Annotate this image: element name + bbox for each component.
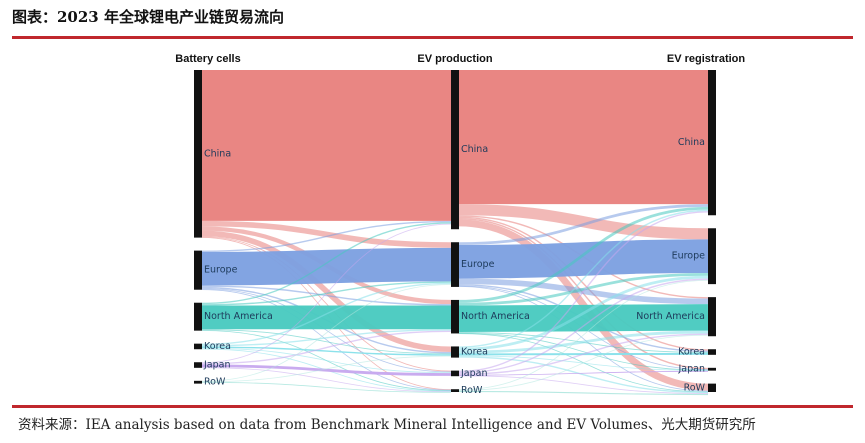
link-europe-to-na-stage1	[201, 285, 452, 306]
node-europe-col1	[194, 250, 202, 290]
node-label-europe-col2: Europe	[461, 259, 495, 270]
link-europe-to-row-stage1	[201, 289, 452, 391]
link-japan-to-row-stage1	[201, 367, 452, 393]
column-headers: Battery cells EV production EV registratio…	[175, 53, 745, 65]
source-note: 资料来源：IEA analysis based on data from Ben…	[18, 417, 756, 433]
link-china-to-japan-stage1	[201, 236, 452, 372]
link-na-to-china-stage1	[201, 222, 452, 305]
link-japan-to-japan-stage1	[201, 364, 452, 376]
node-label-china-col1: China	[204, 148, 231, 159]
node-na-col1	[194, 302, 202, 331]
node-row-col3	[708, 383, 716, 392]
link-na-to-china-stage2	[458, 206, 709, 303]
link-europe-to-europe-stage2	[458, 239, 709, 279]
link-korea-to-korea-stage1	[201, 346, 452, 356]
link-china-to-korea-stage2	[458, 216, 709, 351]
link-europe-to-europe-stage1	[201, 247, 452, 286]
node-japan-col1	[194, 362, 202, 368]
link-na-to-japan-stage2	[458, 332, 709, 371]
node-japan-col3	[708, 367, 716, 371]
link-europe-to-china-stage2	[458, 204, 709, 246]
link-china-to-europe-stage1	[201, 220, 452, 248]
link-korea-to-na-stage2	[458, 330, 709, 354]
link-korea-to-europe-stage1	[201, 282, 452, 346]
link-japan-to-na-stage2	[458, 333, 709, 375]
link-na-to-korea-stage1	[201, 329, 452, 355]
node-china-col3	[708, 70, 716, 216]
nodes-layer	[194, 70, 716, 392]
node-label-korea-col2: Korea	[461, 347, 488, 358]
node-label-china-col3: China	[678, 137, 705, 148]
node-na-col2	[451, 299, 459, 334]
column-header-2: EV production	[417, 53, 492, 65]
node-label-na-col1: North America	[204, 311, 273, 322]
node-japan-col2	[451, 370, 459, 377]
node-korea-col3	[708, 349, 716, 355]
link-japan-to-china-stage1	[201, 223, 452, 364]
link-japan-to-china-stage2	[458, 211, 709, 373]
link-europe-to-row-stage2	[458, 286, 709, 392]
link-europe-to-china-stage1	[201, 220, 452, 253]
node-label-europe-col3: Europe	[672, 251, 706, 262]
node-label-europe-col1: Europe	[204, 265, 238, 276]
node-label-korea-col1: Korea	[204, 341, 231, 352]
link-china-to-korea-stage1	[201, 230, 452, 353]
node-row-col1	[194, 380, 202, 384]
node-china-col2	[451, 70, 459, 230]
link-korea-to-na-stage1	[201, 329, 452, 347]
node-na-col3	[708, 297, 716, 337]
link-row-to-row-stage2	[458, 390, 709, 396]
column-header-3: EV registration	[667, 53, 746, 65]
node-label-na-col2: North America	[461, 311, 530, 322]
link-row-to-na-stage2	[458, 334, 709, 391]
node-china-col1	[194, 70, 202, 238]
link-japan-to-europe-stage2	[458, 278, 709, 374]
links-layer	[201, 69, 709, 396]
labels-layer: China Europe North America Korea Japan RoW Chi…	[203, 137, 706, 396]
link-row-to-europe-stage2	[458, 279, 709, 391]
node-label-na-col3: North America	[636, 311, 705, 322]
link-row-to-row-stage1	[201, 381, 452, 393]
link-korea-to-europe-stage2	[458, 275, 709, 351]
link-row-to-europe-stage1	[201, 284, 452, 382]
link-korea-to-china-stage2	[458, 209, 709, 348]
link-korea-to-japan-stage1	[201, 347, 452, 374]
link-japan-to-japan-stage2	[458, 370, 709, 376]
link-korea-to-row-stage2	[458, 356, 709, 394]
node-label-japan-col1: Japan	[203, 360, 231, 371]
node-korea-col2	[451, 346, 459, 358]
node-label-row-col2: RoW	[461, 385, 483, 396]
chart-title: 图表：2023 年全球锂电产业链贸易流向	[12, 8, 284, 26]
link-na-to-na-stage2	[458, 304, 709, 333]
node-label-row-col3: RoW	[684, 382, 706, 393]
link-row-to-korea-stage1	[201, 355, 452, 383]
link-na-to-europe-stage2	[458, 272, 709, 306]
node-europe-col2	[451, 242, 459, 287]
node-label-japan-col3: Japan	[678, 364, 706, 375]
node-label-china-col2: China	[461, 144, 488, 155]
sankey-diagram: China Europe North America Korea Japan RoW Chi…	[175, 53, 745, 396]
node-label-japan-col2: Japan	[460, 368, 488, 379]
link-europe-to-japan-stage1	[201, 288, 452, 373]
node-label-korea-col3: Korea	[678, 347, 705, 358]
link-japan-to-row-stage2	[458, 375, 709, 394]
link-japan-to-na-stage1	[201, 330, 452, 365]
node-label-row-col1: RoW	[204, 377, 226, 388]
column-header-1: Battery cells	[175, 53, 240, 65]
link-china-to-europe-stage2	[458, 204, 709, 240]
node-row-col2	[451, 389, 459, 392]
node-korea-col1	[194, 343, 202, 350]
bottom-rule	[12, 405, 853, 408]
top-rule	[12, 36, 853, 39]
node-europe-col3	[708, 228, 716, 285]
